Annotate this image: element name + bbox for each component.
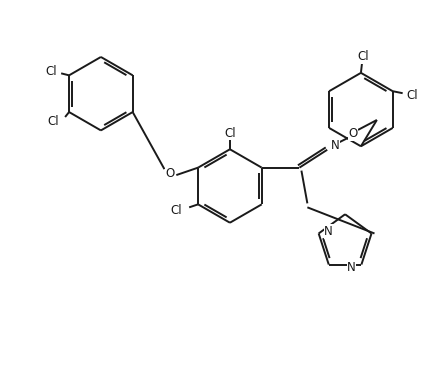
Text: N: N (331, 139, 340, 152)
Text: N: N (324, 225, 333, 238)
Text: O: O (166, 167, 175, 180)
Text: Cl: Cl (47, 115, 59, 128)
Text: Cl: Cl (224, 127, 236, 140)
Text: Cl: Cl (357, 50, 369, 63)
Text: Cl: Cl (45, 65, 57, 78)
Text: O: O (348, 127, 357, 140)
Text: Cl: Cl (170, 204, 182, 217)
Text: N: N (347, 261, 356, 274)
Text: Cl: Cl (407, 89, 418, 102)
